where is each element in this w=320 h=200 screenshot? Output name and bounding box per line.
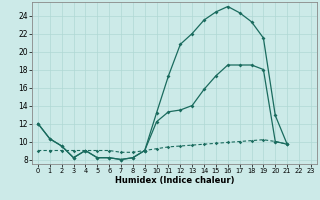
X-axis label: Humidex (Indice chaleur): Humidex (Indice chaleur)	[115, 176, 234, 185]
